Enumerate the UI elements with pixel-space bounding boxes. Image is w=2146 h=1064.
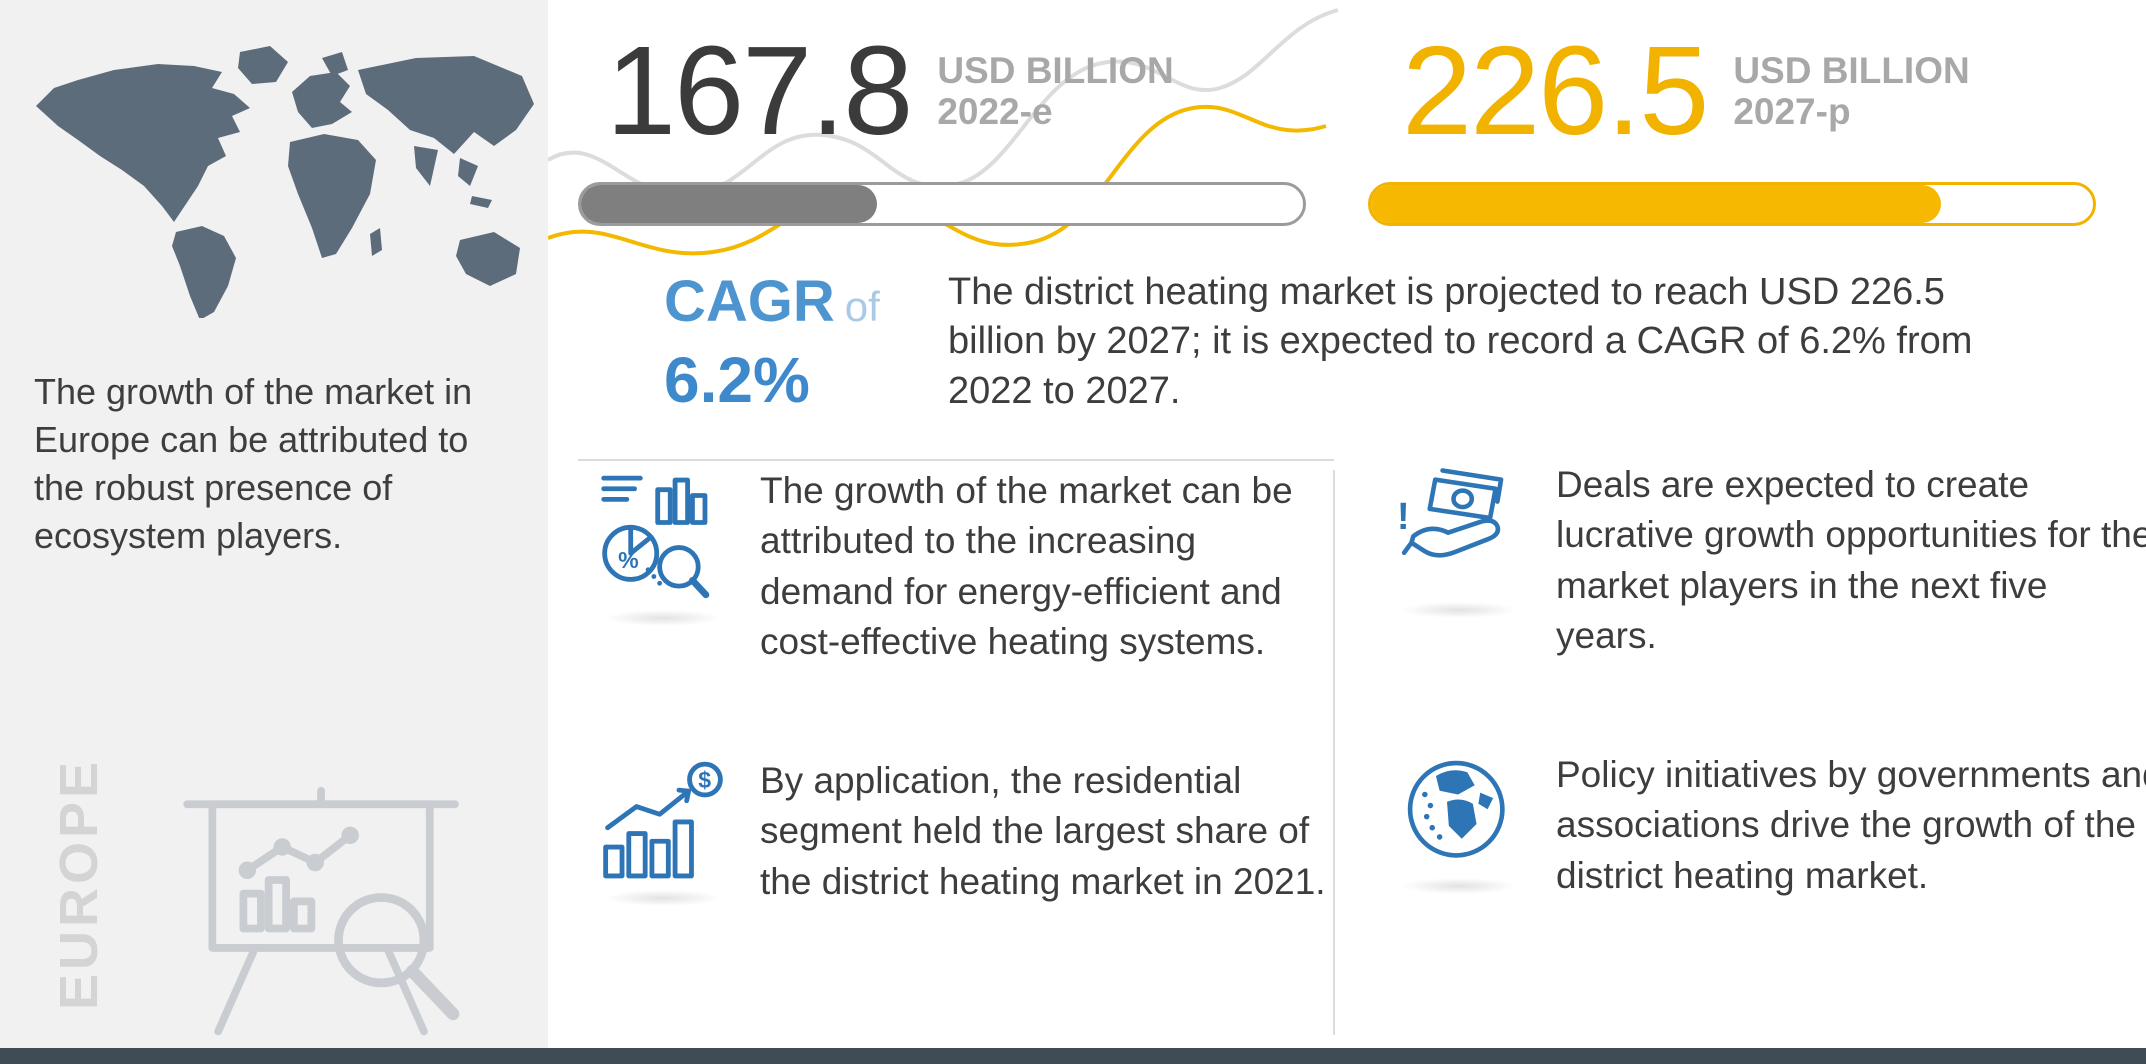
horizontal-divider <box>578 459 1334 461</box>
sidebar-note: The growth of the market in Europe can b… <box>34 371 473 556</box>
icon-shadow <box>1401 602 1517 618</box>
highlight-deals: ! Deals are expected to create lucrative… <box>1384 460 2146 661</box>
stat-unit-2022: USD BILLION <box>937 50 1174 91</box>
icon-shadow <box>1401 878 1517 894</box>
highlight-icon-wrap: ! <box>1384 460 1534 618</box>
highlight-text: By application, the residential segment … <box>760 760 1326 902</box>
progress-bar-2022-fill <box>581 185 878 223</box>
world-map <box>36 46 534 318</box>
highlight-icon-wrap: $ <box>588 756 738 906</box>
cagr-value: 6.2% <box>664 344 810 416</box>
stat-period-2022: 2022-e <box>937 91 1053 133</box>
stat-value-2027: 226.5 <box>1402 20 1709 161</box>
highlight-icon-wrap: % <box>588 466 738 626</box>
svg-text:%: % <box>618 547 639 573</box>
svg-text:$: $ <box>698 767 711 793</box>
market-analysis-icon: % <box>600 475 709 599</box>
stat-period-2027: 2027-p <box>1733 91 1851 133</box>
icon-shadow <box>605 890 721 906</box>
highlight-residential-segment: $ By application, the residential segmen… <box>588 756 1360 907</box>
cagr-block: CAGR of 6.2% <box>664 268 880 417</box>
deals-money-icon: ! <box>1397 468 1504 558</box>
vertical-divider <box>1333 470 1335 1035</box>
highlight-market-growth: % The growth of the market can be attrib… <box>588 466 1335 667</box>
sidebar: The growth of the market in Europe can b… <box>0 0 548 1048</box>
progress-bar-2027-fill <box>1371 185 1942 223</box>
cagr-label: CAGR <box>664 269 835 334</box>
stat-value-2022: 167.8 <box>606 20 913 161</box>
highlight-text: Deals are expected to create lucrative g… <box>1556 464 2146 656</box>
stat-unit-2027: USD BILLION <box>1733 50 1970 91</box>
stat-2022: 167.8 USD BILLION 2022-e <box>606 28 1174 154</box>
decorative-wave-yellow <box>548 104 1327 256</box>
svg-text:!: ! <box>1397 495 1410 538</box>
stat-labels-2022: USD BILLION 2022-e <box>937 50 1173 133</box>
icon-shadow <box>605 610 721 626</box>
footer-bar <box>0 1048 2146 1064</box>
market-summary: The district heating market is projected… <box>948 271 1973 412</box>
highlight-text: The growth of the market can be attribut… <box>760 470 1293 662</box>
highlight-icon-wrap <box>1384 750 1534 894</box>
highlight-policy: Policy initiatives by governments and as… <box>1384 750 2146 901</box>
cagr-connector: of <box>844 283 880 330</box>
globe-icon <box>1407 760 1505 858</box>
progress-bar-2027 <box>1368 182 2096 226</box>
highlight-text: Policy initiatives by governments and as… <box>1556 754 2146 896</box>
region-label: EUROPE <box>49 757 109 1010</box>
growth-chart-icon: $ <box>602 761 723 879</box>
progress-bar-2022 <box>578 182 1306 226</box>
stat-2027: 226.5 USD BILLION 2027-p <box>1402 28 1970 154</box>
presentation-board-icon <box>183 786 460 1036</box>
stat-labels-2027: USD BILLION 2027-p <box>1733 50 1969 133</box>
